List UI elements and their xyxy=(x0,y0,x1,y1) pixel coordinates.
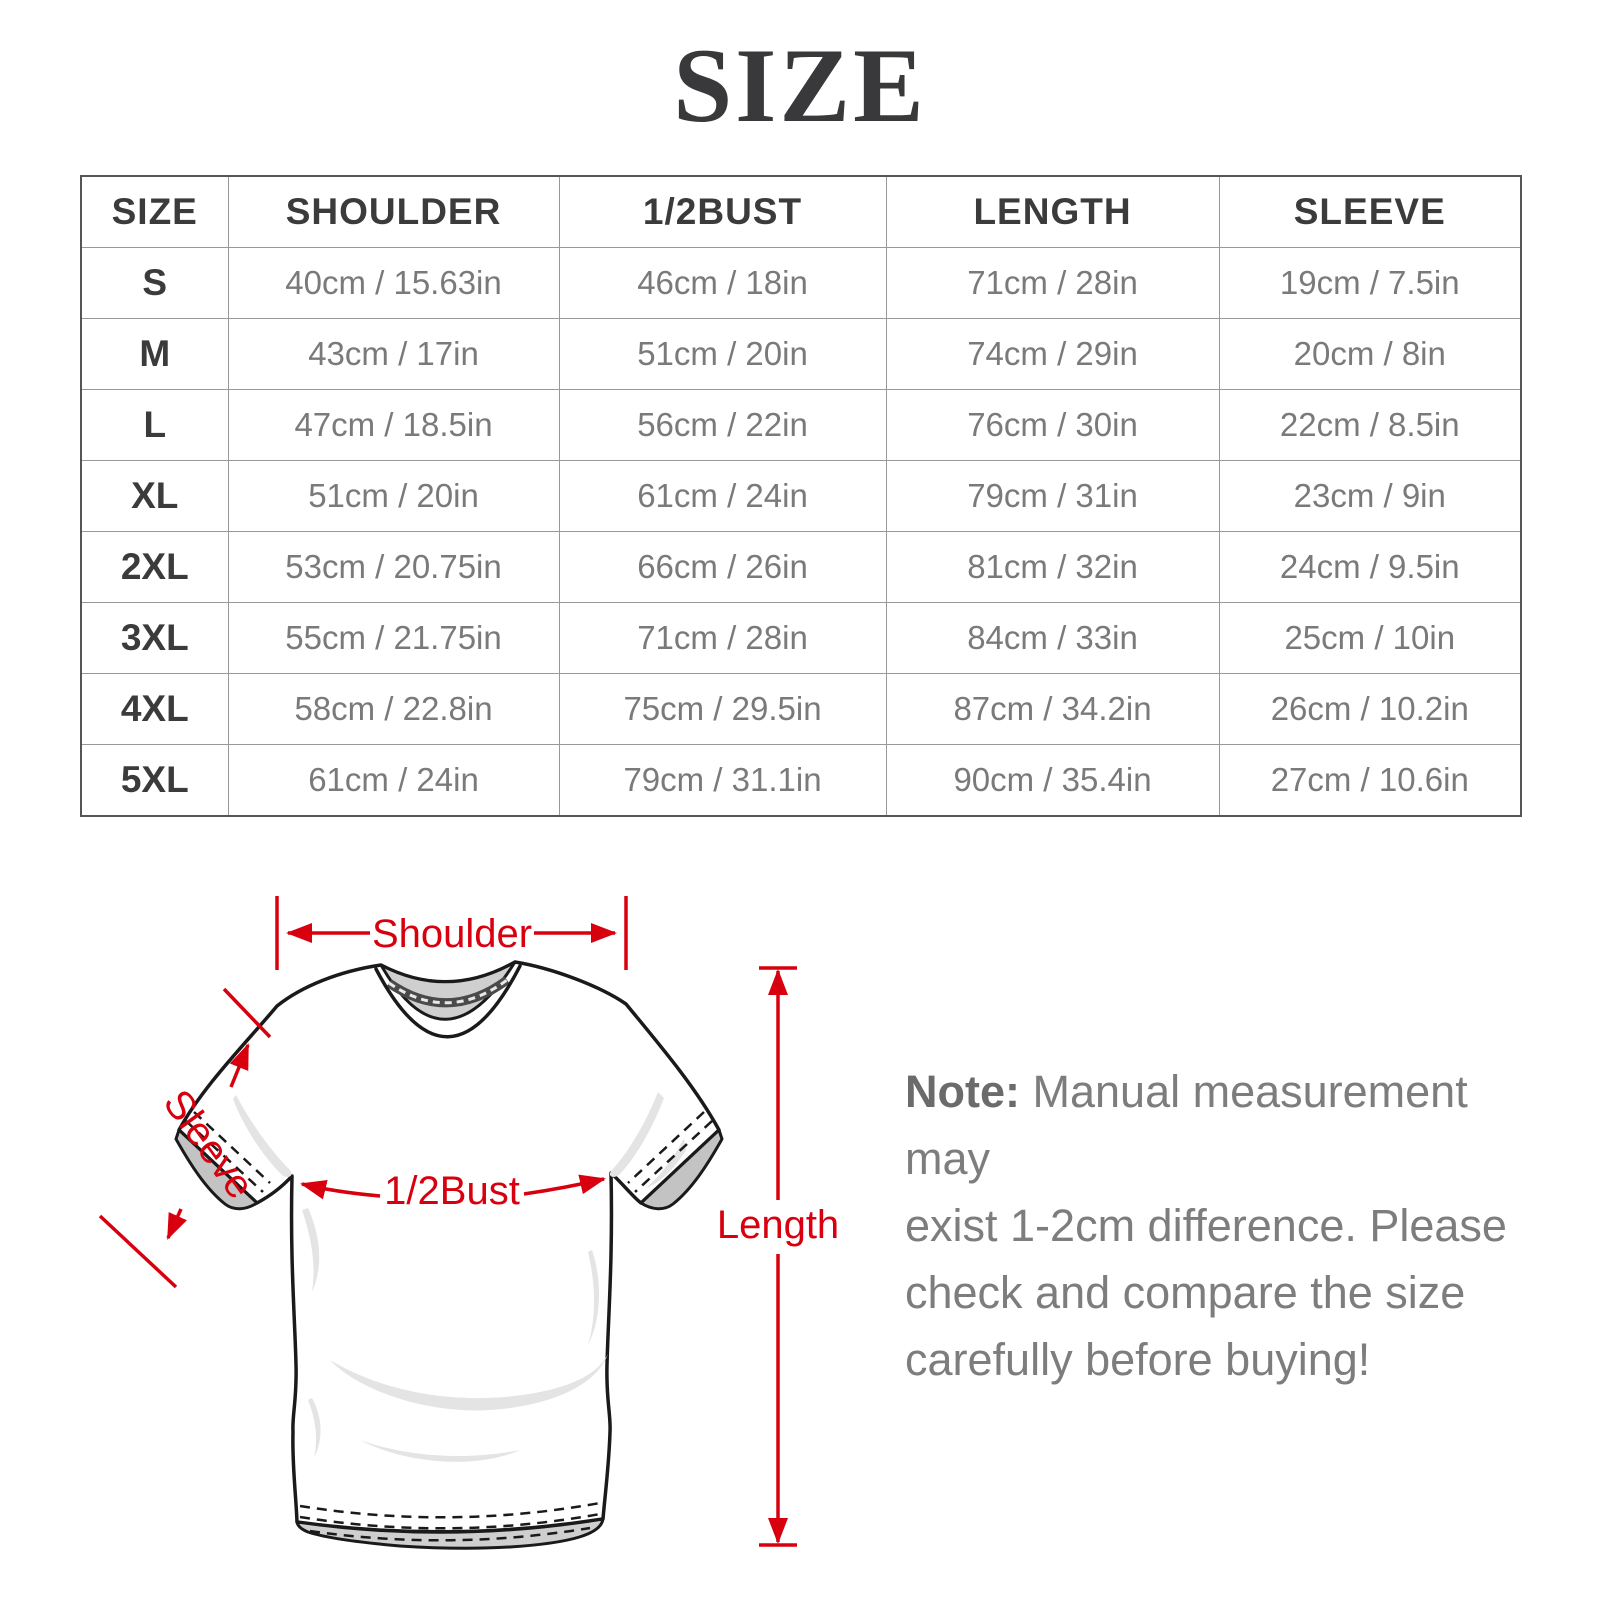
table-cell: 55cm / 21.75in xyxy=(227,602,560,674)
table-cell: 75cm / 29.5in xyxy=(558,673,887,745)
wrinkle-shape xyxy=(233,1095,292,1177)
left-cuff-opening xyxy=(174,1128,259,1211)
wrinkle-shape xyxy=(646,1138,686,1188)
table-row: M 43cm / 17in 51cm / 20in 74cm / 29in 20… xyxy=(80,318,1522,390)
table-cell: 51cm / 20in xyxy=(227,460,560,532)
length-label: Length xyxy=(717,1203,839,1247)
table-cell: 58cm / 22.8in xyxy=(227,673,560,745)
tshirt-drawing xyxy=(174,960,724,1550)
length-annotation: Length xyxy=(717,966,839,1547)
size-cell: 4XL xyxy=(80,673,229,745)
collar-opening xyxy=(379,960,517,1021)
table-cell: 61cm / 24in xyxy=(227,744,560,817)
bust-label: 1/2Bust xyxy=(384,1169,520,1213)
hem-stitch-upper xyxy=(299,1501,601,1530)
table-row: S 40cm / 15.63in 46cm / 18in 71cm / 28in… xyxy=(80,247,1522,319)
hem-roll-stitch xyxy=(309,1526,591,1542)
table-cell: 53cm / 20.75in xyxy=(227,531,560,603)
wrinkle-shape xyxy=(302,1208,320,1292)
table-cell: 74cm / 29in xyxy=(885,318,1220,390)
note-line-text: Manual measurement may xyxy=(905,1066,1468,1184)
sleeve-tick-upper xyxy=(222,987,272,1039)
hem-roll xyxy=(295,1517,605,1550)
table-cell: 81cm / 32in xyxy=(885,531,1220,603)
table-cell: 25cm / 10in xyxy=(1218,602,1522,674)
sleeve-arrow-up xyxy=(229,1043,250,1088)
size-cell: 3XL xyxy=(80,602,229,674)
size-table: SIZE SHOULDER 1/2BUST LENGTH SLEEVE S 40… xyxy=(80,175,1522,817)
collar-tape-stitch xyxy=(388,978,508,1005)
table-cell: 84cm / 33in xyxy=(885,602,1220,674)
table-cell: 40cm / 15.63in xyxy=(227,247,560,319)
note-line: carefully before buying! xyxy=(905,1334,1371,1385)
sleeve-tick-lower xyxy=(98,1214,178,1289)
size-cell: XL xyxy=(80,460,229,532)
table-cell: 56cm / 22in xyxy=(558,389,887,461)
collar-seam xyxy=(374,964,522,1039)
table-row: 3XL 55cm / 21.75in 71cm / 28in 84cm / 33… xyxy=(80,602,1522,674)
table-cell: 90cm / 35.4in xyxy=(885,744,1220,817)
tshirt-body-outline xyxy=(177,960,721,1534)
wrinkle-shape xyxy=(588,1250,600,1345)
size-cell: L xyxy=(80,389,229,461)
table-cell: 23cm / 9in xyxy=(1218,460,1522,532)
table-cell: 66cm / 26in xyxy=(558,531,887,603)
bust-arrow-left xyxy=(300,1179,381,1200)
table-cell: 71cm / 28in xyxy=(885,247,1220,319)
column-header-bust: 1/2BUST xyxy=(558,175,887,248)
column-header-length: LENGTH xyxy=(885,175,1220,248)
table-cell: 22cm / 8.5in xyxy=(1218,389,1522,461)
table-header-row: SIZE SHOULDER 1/2BUST LENGTH SLEEVE xyxy=(80,175,1522,248)
wrinkle-shape xyxy=(330,1354,608,1411)
table-cell: 79cm / 31.1in xyxy=(558,744,887,817)
table-row: 5XL 61cm / 24in 79cm / 31.1in 90cm / 35.… xyxy=(80,744,1522,817)
shoulder-label: Shoulder xyxy=(372,912,532,956)
right-cuff-opening xyxy=(639,1128,724,1211)
table-row: L 47cm / 18.5in 56cm / 22in 76cm / 30in … xyxy=(80,389,1522,461)
wrinkle-shape xyxy=(308,1398,321,1458)
note-label: Note: xyxy=(905,1066,1020,1117)
table-cell: 24cm / 9.5in xyxy=(1218,531,1522,603)
table-cell: 71cm / 28in xyxy=(558,602,887,674)
column-header-size: SIZE xyxy=(80,175,229,248)
table-cell: 26cm / 10.2in xyxy=(1218,673,1522,745)
note-line: exist 1-2cm difference. Please xyxy=(905,1200,1507,1251)
column-header-shoulder: SHOULDER xyxy=(227,175,560,248)
wrinkle-shape xyxy=(360,1440,520,1462)
table-cell: 51cm / 20in xyxy=(558,318,887,390)
size-cell: S xyxy=(80,247,229,319)
table-cell: 46cm / 18in xyxy=(558,247,887,319)
table-row: 4XL 58cm / 22.8in 75cm / 29.5in 87cm / 3… xyxy=(80,673,1522,745)
note-text: Note: Manual measurement may exist 1-2cm… xyxy=(905,1058,1545,1393)
note-line: check and compare the size xyxy=(905,1267,1466,1318)
size-cell: 5XL xyxy=(80,744,229,817)
table-row: 2XL 53cm / 20.75in 66cm / 26in 81cm / 32… xyxy=(80,531,1522,603)
table-cell: 79cm / 31in xyxy=(885,460,1220,532)
size-cell: M xyxy=(80,318,229,390)
right-cuff-stitch xyxy=(627,1111,713,1193)
table-row: XL 51cm / 20in 61cm / 24in 79cm / 31in 2… xyxy=(80,460,1522,532)
table-cell: 76cm / 30in xyxy=(885,389,1220,461)
shoulder-annotation: Shoulder xyxy=(275,896,628,970)
table-cell: 61cm / 24in xyxy=(558,460,887,532)
bust-arrow-right xyxy=(523,1174,606,1196)
column-header-sleeve: SLEEVE xyxy=(1218,175,1522,248)
table-cell: 27cm / 10.6in xyxy=(1218,744,1522,817)
left-cuff-stitch xyxy=(185,1111,271,1193)
table-cell: 47cm / 18.5in xyxy=(227,389,560,461)
sleeve-arrow-down xyxy=(166,1208,187,1240)
table-cell: 19cm / 7.5in xyxy=(1218,247,1522,319)
note-line: Note: Manual measurement may xyxy=(905,1058,1545,1192)
table-cell: 87cm / 34.2in xyxy=(885,673,1220,745)
wrinkle-shape xyxy=(609,1092,664,1177)
size-cell: 2XL xyxy=(80,531,229,603)
tshirt-measurement-diagram: Shoulder Sleeve 1/2Bust xyxy=(40,840,880,1600)
tshirt-diagram-svg: Shoulder Sleeve 1/2Bust xyxy=(98,896,839,1550)
bust-annotation: 1/2Bust xyxy=(300,1169,606,1213)
page-title: SIZE xyxy=(673,27,927,144)
table-cell: 20cm / 8in xyxy=(1218,318,1522,390)
table-cell: 43cm / 17in xyxy=(227,318,560,390)
